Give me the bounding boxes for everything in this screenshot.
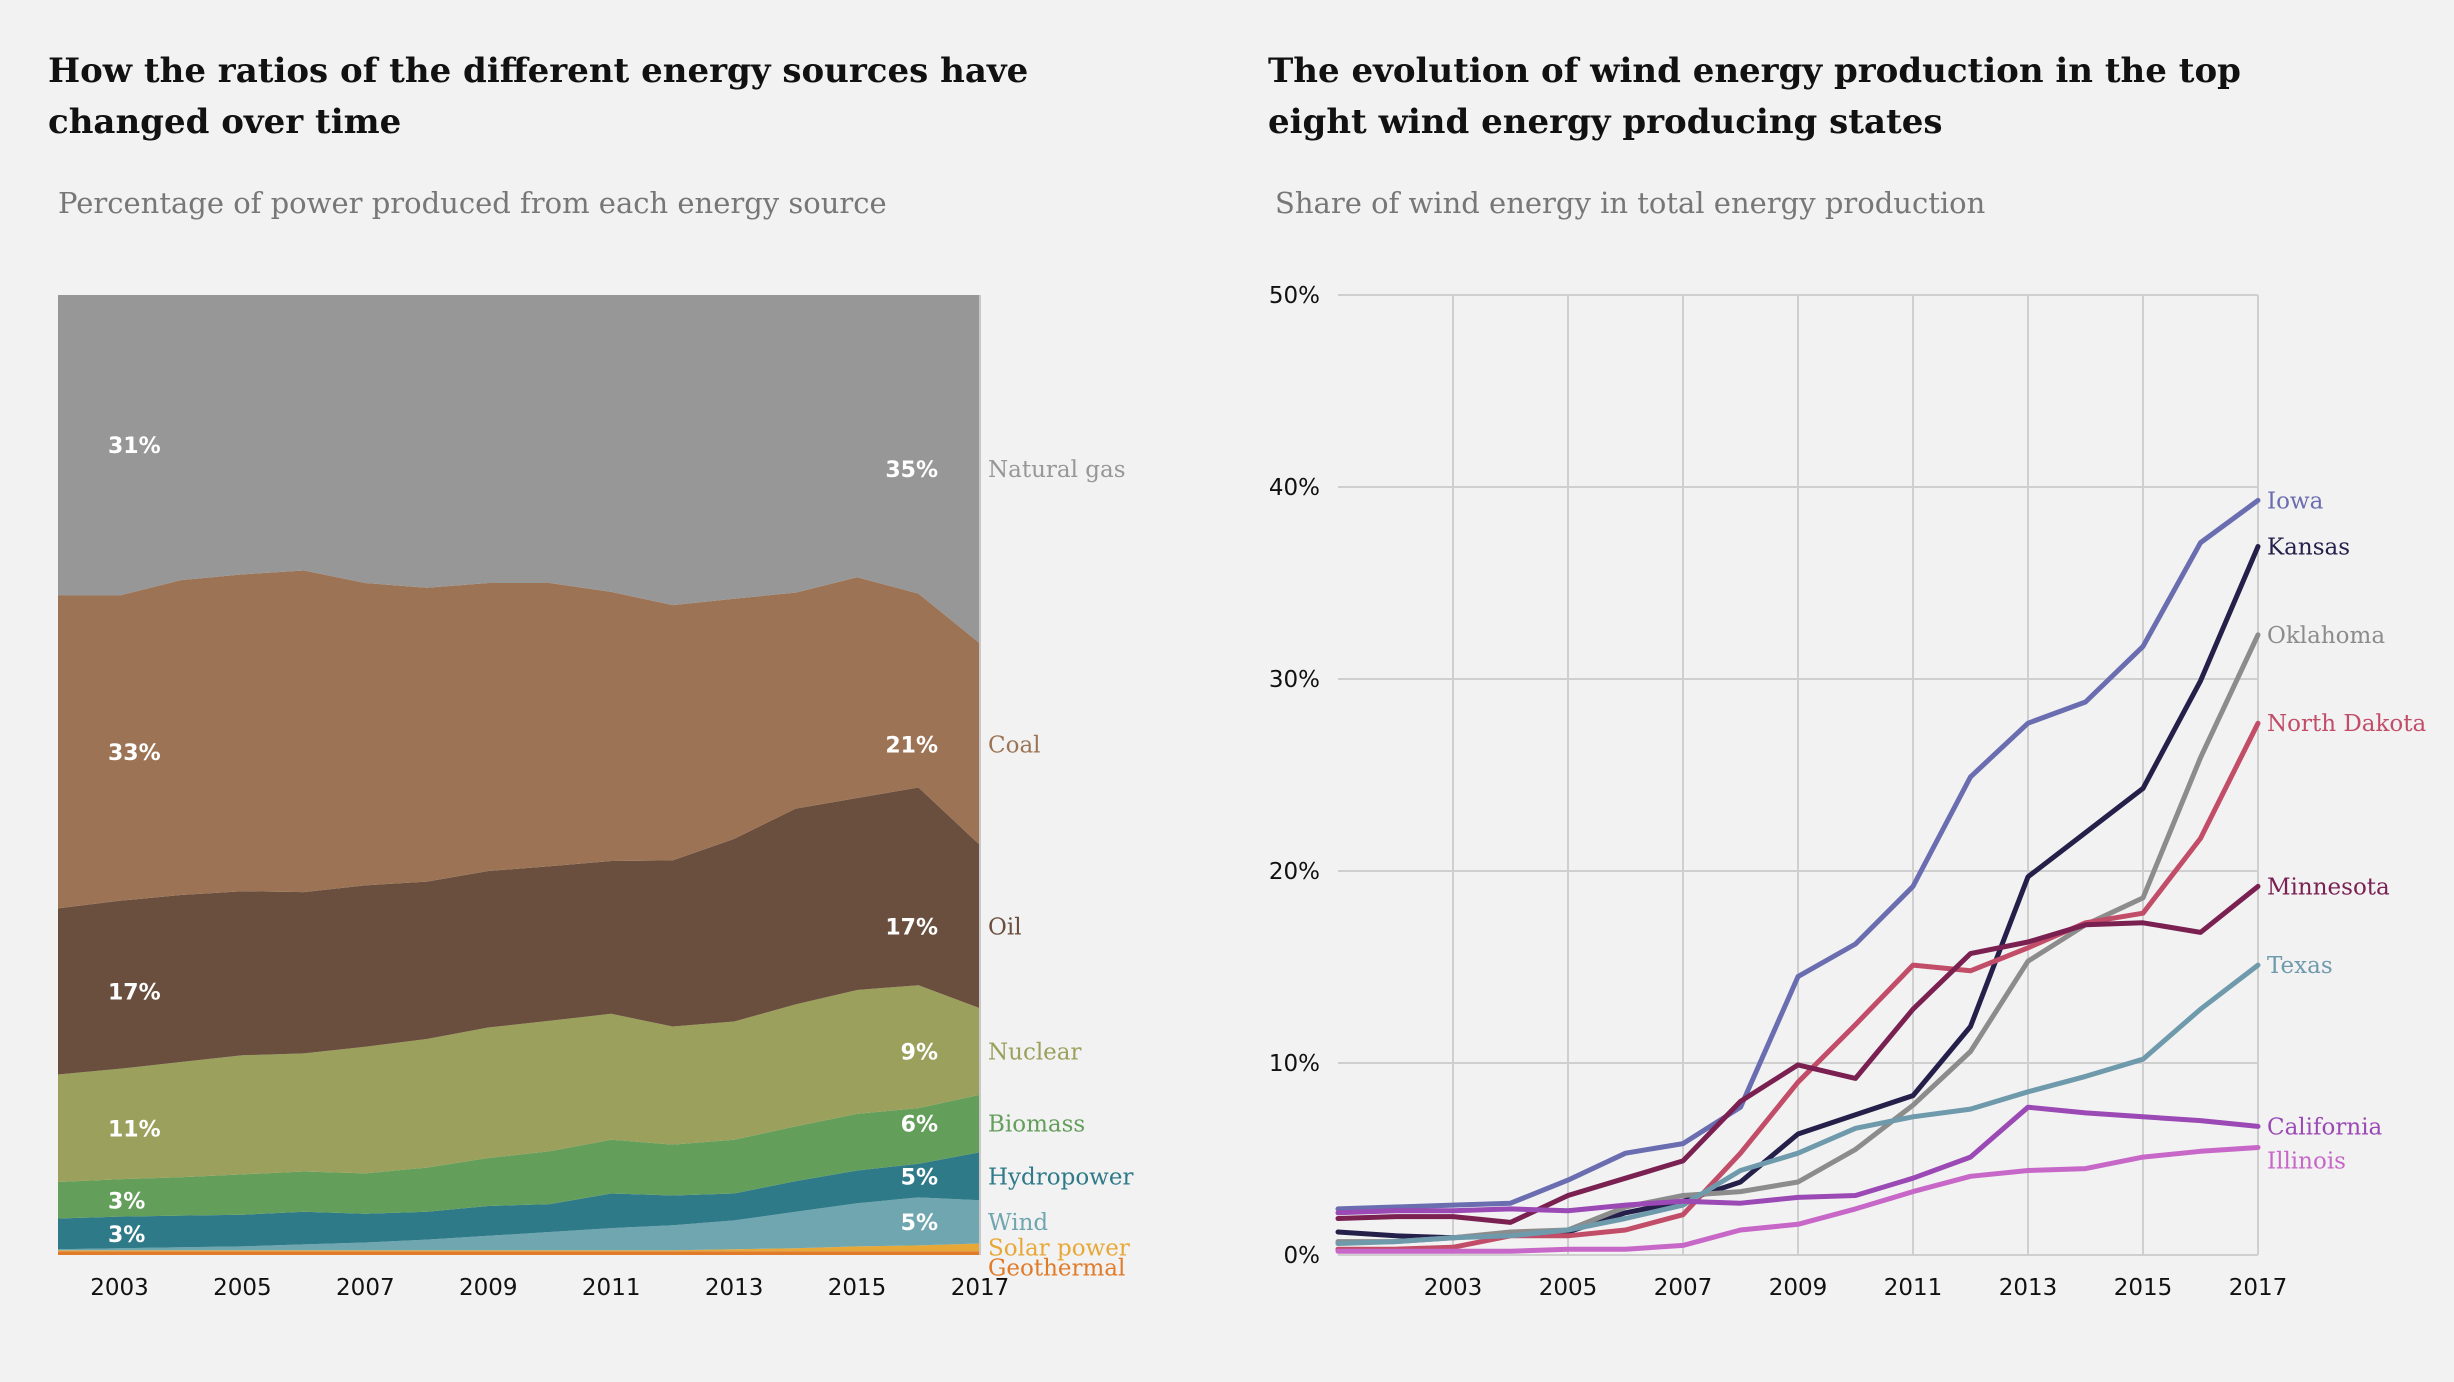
line-series-label-illinois: Illinois (2267, 1148, 2346, 1174)
line-series-label-iowa: Iowa (2267, 488, 2324, 514)
area-label-2017-natural-gas: 35% (885, 458, 938, 483)
line-series-label-kansas: Kansas (2267, 535, 2350, 561)
line-series-label-oklahoma: Oklahoma (2267, 623, 2385, 649)
line-chart: 0% 10% 20% 30% 40% 50% 2003 2005 2007 2009 2011 201… (1269, 283, 2427, 1301)
area-x-tick: 2005 (213, 1275, 272, 1301)
line-y-tick: 0% (1284, 1243, 1321, 1269)
area-series-label-oil: Oil (988, 915, 1022, 941)
chart-1-title: How the ratios of the different energy s… (48, 51, 1029, 142)
area-geothermal (58, 1251, 980, 1255)
area-hydropower (58, 1152, 980, 1250)
line-x-tick: 2013 (1999, 1275, 2058, 1301)
area-x-tick: 2009 (459, 1275, 518, 1301)
area-x-tick: 2011 (582, 1275, 641, 1301)
area-series-label-biomass: Biomass (988, 1111, 1085, 1137)
area-series-label-geothermal: Geothermal (988, 1255, 1125, 1281)
area-label-2017-wind: 5% (901, 1211, 938, 1236)
line-series-label-north-dakota: North Dakota (2267, 711, 2427, 737)
area-x-tick: 2007 (336, 1275, 395, 1301)
area-label-2017-biomass: 6% (901, 1112, 938, 1137)
line-x-tick: 2007 (1654, 1275, 1713, 1301)
area-series-label-wind: Wind (988, 1210, 1048, 1236)
line-x-tick: 2009 (1769, 1275, 1828, 1301)
line-series-label-texas: Texas (2267, 953, 2333, 979)
area-coal (58, 570, 980, 909)
area-label-2002-oil: 17% (108, 980, 161, 1005)
area-natural-gas (58, 295, 980, 644)
area-label-2002-nuclear: 11% (108, 1117, 161, 1142)
line-series-label-minnesota: Minnesota (2267, 874, 2390, 900)
line-x-tick: 2017 (2229, 1275, 2288, 1301)
area-label-2002-hydropower: 3% (108, 1223, 145, 1248)
area-series-label-nuclear: Nuclear (988, 1039, 1082, 1065)
line-oklahoma (1335, 632, 2261, 1245)
area-x-tick: 2017 (951, 1275, 1010, 1301)
area-label-2017-oil: 17% (885, 916, 938, 941)
area-chart: 2003 2005 2007 2009 2011 2013 2015 2017 3% 3% 11% 1… (58, 295, 1133, 1301)
area-oil (58, 787, 980, 1075)
line-iowa (1335, 497, 2261, 1212)
area-series-label-natural-gas: Natural gas (988, 457, 1126, 483)
line-x-tick: 2011 (1884, 1275, 1943, 1301)
chart-2-title: The evolution of wind energy production … (1268, 51, 2241, 142)
area-solar-power (58, 1243, 980, 1252)
line-x-tick: 2015 (2114, 1275, 2173, 1301)
area-x-tick: 2015 (828, 1275, 887, 1301)
area-nuclear (58, 985, 980, 1182)
line-y-tick: 30% (1269, 667, 1320, 693)
area-wind (58, 1197, 980, 1251)
area-series-label-hydropower: Hydropower (988, 1164, 1133, 1190)
area-label-2002-natural-gas: 31% (108, 434, 161, 459)
area-series-label-coal: Coal (988, 732, 1041, 758)
line-illinois (1335, 1145, 2261, 1254)
area-label-2002-biomass: 3% (108, 1189, 145, 1214)
line-x-tick: 2003 (1424, 1275, 1483, 1301)
line-x-tick: 2005 (1539, 1275, 1598, 1301)
line-series-label-california: California (2267, 1114, 2383, 1140)
line-y-tick: 40% (1269, 475, 1320, 501)
area-label-2002-coal: 33% (108, 741, 161, 766)
line-y-tick: 50% (1269, 283, 1320, 309)
line-texas (1335, 962, 2261, 1246)
area-x-tick: 2013 (705, 1275, 764, 1301)
chart-1-subtitle: Percentage of power produced from each e… (58, 186, 887, 220)
area-biomass (58, 1094, 980, 1219)
area-label-2017-hydropower: 5% (901, 1165, 938, 1190)
area-series-label-solar-power: Solar power (988, 1235, 1130, 1261)
chart-2-subtitle: Share of wind energy in total energy pro… (1275, 186, 1986, 220)
line-minnesota (1335, 883, 2261, 1225)
area-label-2017-nuclear: 9% (901, 1040, 938, 1065)
area-label-2017-coal: 21% (885, 733, 938, 758)
line-north-dakota (1335, 720, 2261, 1252)
line-y-tick: 20% (1269, 859, 1320, 885)
line-y-tick: 10% (1269, 1051, 1320, 1077)
line-california (1335, 1104, 2261, 1216)
area-x-tick: 2003 (90, 1275, 149, 1301)
